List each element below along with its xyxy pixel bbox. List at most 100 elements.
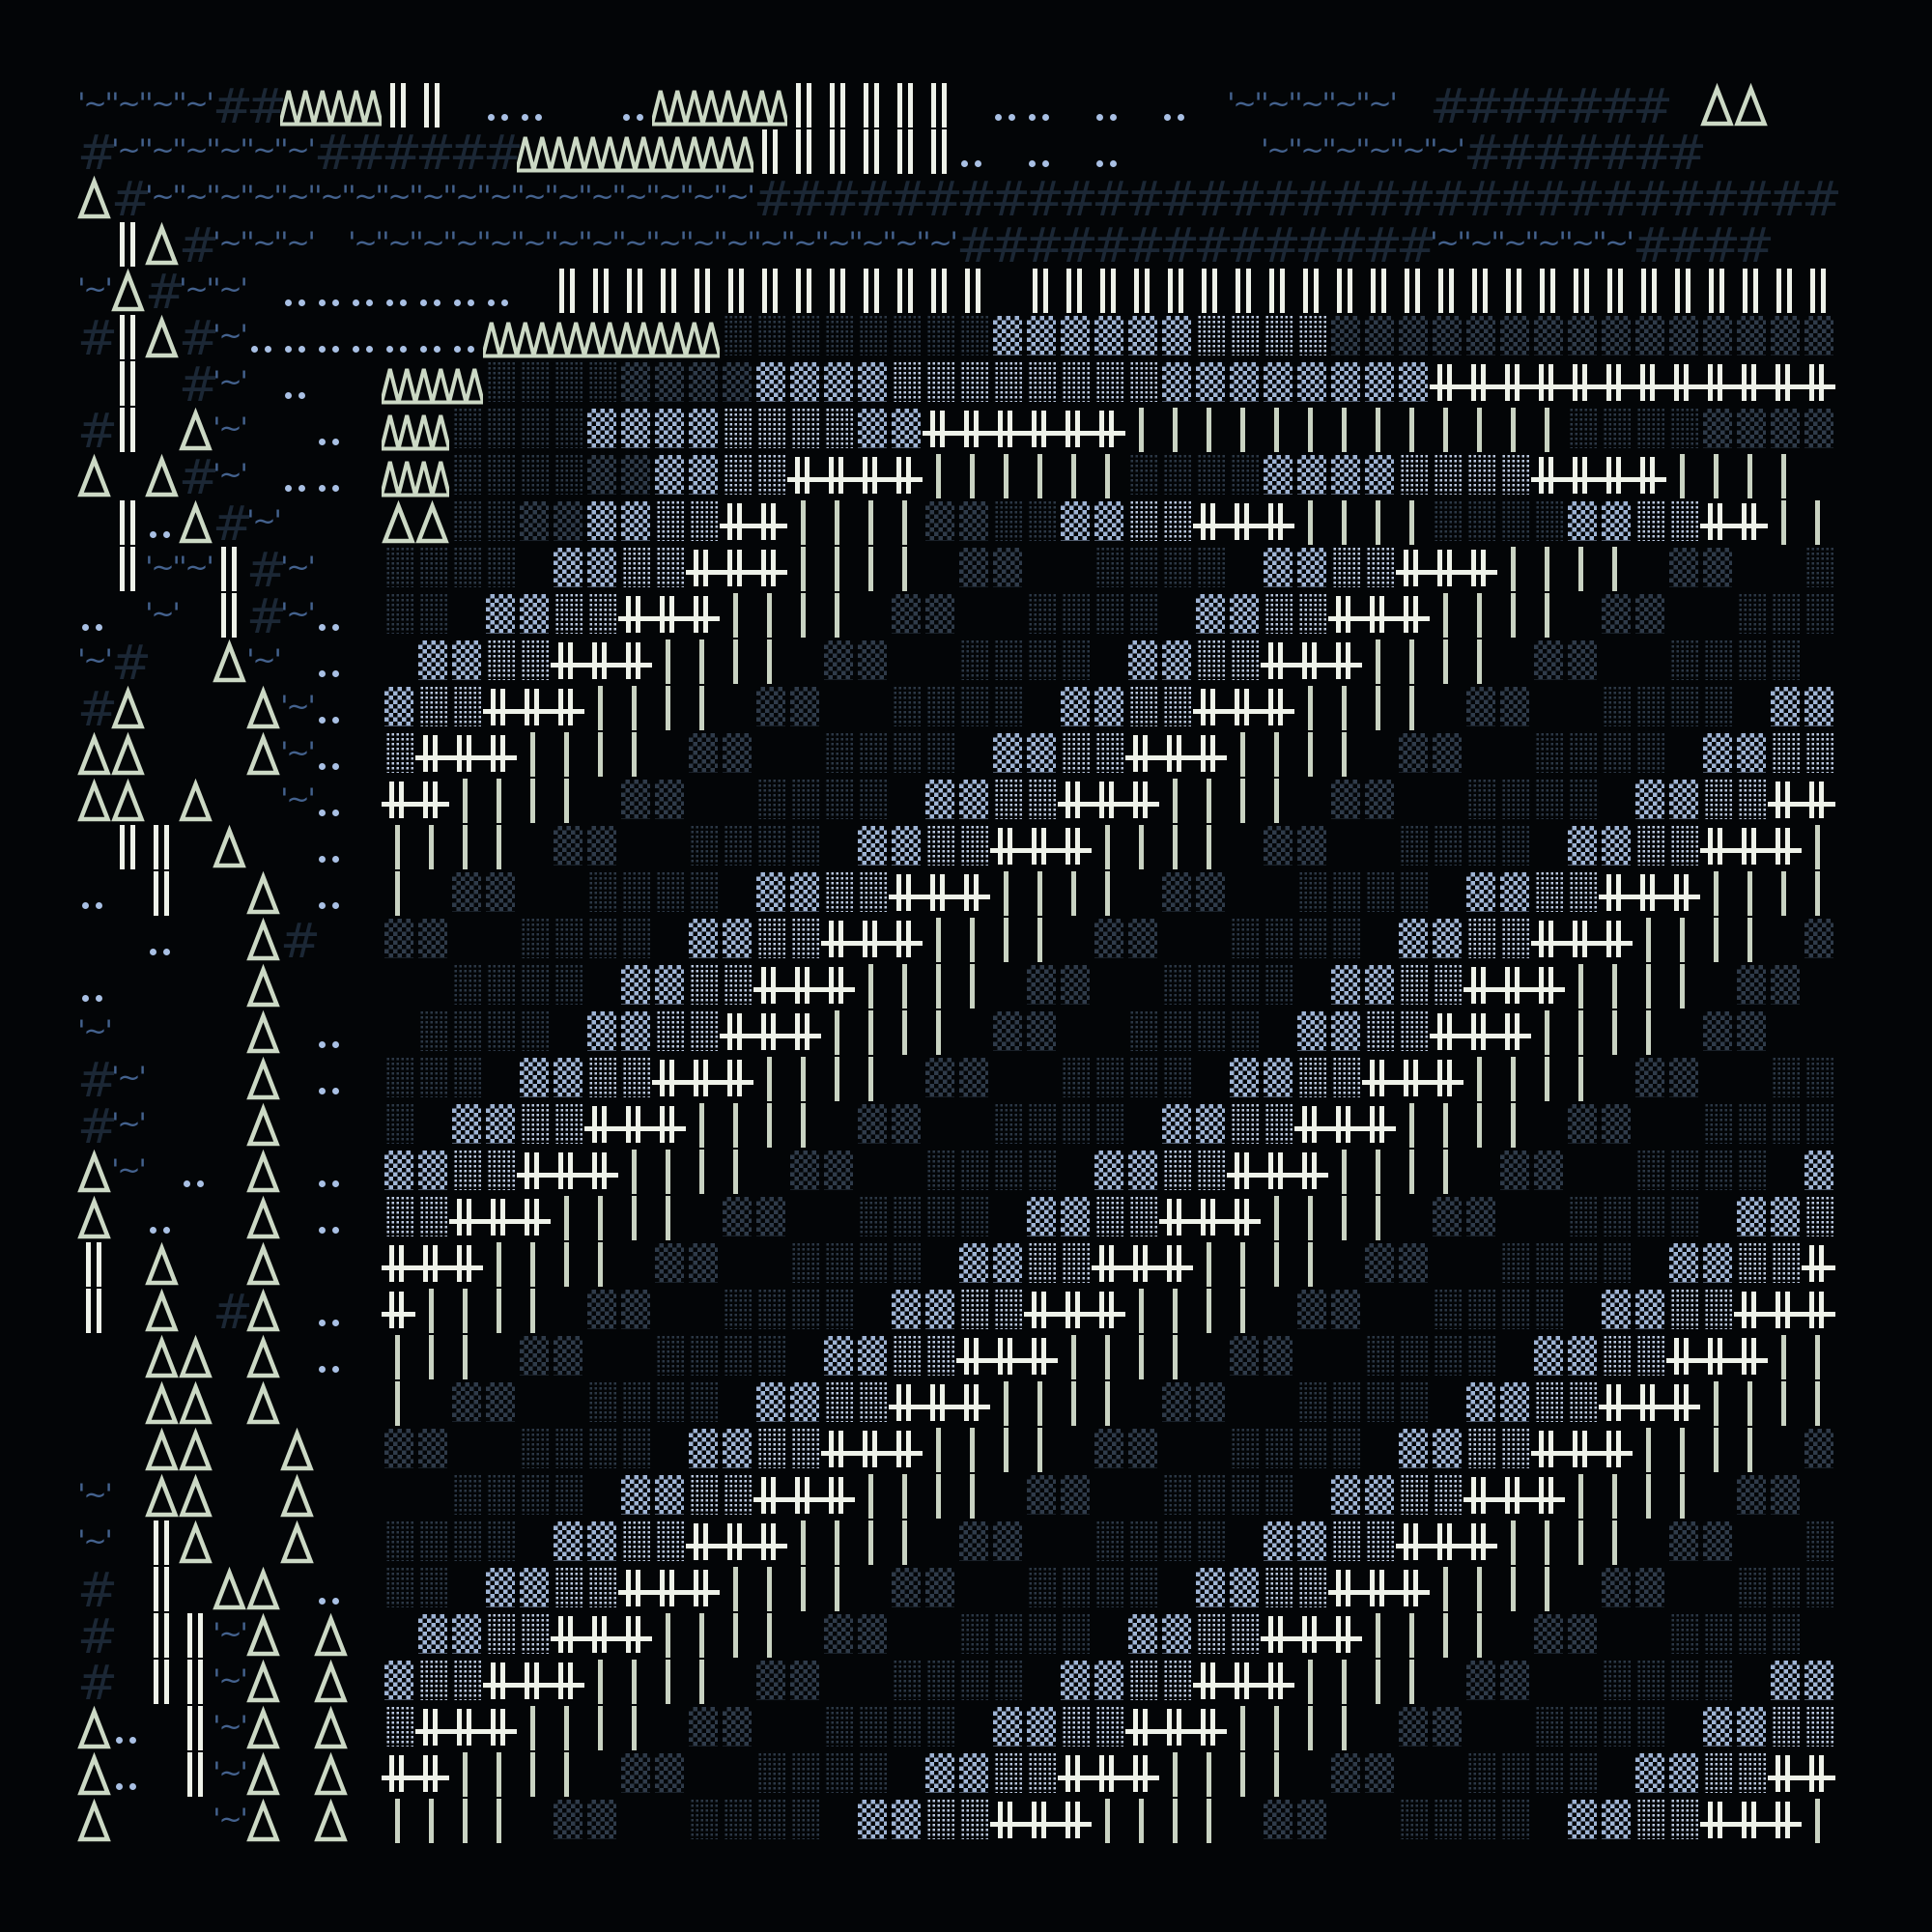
stipple-dark-sparse-glyph <box>1802 1427 1835 1473</box>
single-bar-glyph <box>990 870 1024 917</box>
stipple-light-sparse-glyph <box>1227 1566 1261 1612</box>
stipple-dark-dense-glyph <box>956 685 990 731</box>
wave-glyph: '~' <box>111 1153 146 1186</box>
stipple-dark-sparse-glyph <box>1768 407 1802 453</box>
stipple-dark-dense-glyph <box>618 1427 652 1473</box>
triangle-icon <box>179 1380 213 1425</box>
single-bar-glyph <box>517 1705 551 1751</box>
stipple-dark-sparse-glyph <box>956 1056 990 1102</box>
stipple-dark-dense-glyph <box>1531 1288 1565 1334</box>
double-cross-glyph <box>483 1705 517 1751</box>
double-cross-glyph <box>584 1102 618 1149</box>
stipple-dark-sparse-glyph <box>1125 1427 1159 1473</box>
triangle-glyph <box>246 1149 280 1195</box>
wave-glyph: '~' <box>246 180 281 213</box>
hash-glyph: # <box>1497 171 1538 227</box>
stipple-dark-dense-glyph <box>584 917 618 963</box>
stipple-light-dense-glyph <box>1734 778 1768 824</box>
stipple-dark-dense-glyph <box>923 1659 956 1705</box>
stipple-dark-dense-glyph <box>551 1427 584 1473</box>
stipple-dark-dense-glyph <box>1666 685 1700 731</box>
stipple-dark-dense-glyph <box>483 1473 517 1520</box>
stipple-dark-dense-glyph <box>584 360 618 407</box>
dot-pair-glyph <box>145 917 179 963</box>
single-bar-glyph <box>1666 453 1700 499</box>
single-bar-glyph <box>382 1798 415 1844</box>
double-cross-glyph <box>1396 1566 1430 1612</box>
wave-glyph: '~' <box>111 133 146 166</box>
triangle-icon <box>145 453 179 497</box>
triangle-icon <box>246 1102 280 1147</box>
double-cross-glyph <box>483 1195 517 1241</box>
single-bar-glyph <box>720 1566 753 1612</box>
single-bar-glyph <box>652 639 686 685</box>
triangle-glyph <box>77 1798 111 1844</box>
dot-pair-glyph <box>314 731 348 778</box>
stipple-light-sparse-glyph <box>1565 1798 1599 1844</box>
stipple-light-dense-glyph <box>787 917 821 963</box>
double-bar-glyph <box>1362 268 1396 314</box>
stipple-dark-dense-glyph <box>1362 1334 1396 1380</box>
mountain-ridge-icon <box>449 368 483 405</box>
stipple-dark-dense-glyph <box>1227 1009 1261 1056</box>
stipple-light-sparse-glyph <box>686 453 720 499</box>
stipple-dark-dense-glyph <box>1531 1705 1565 1751</box>
hash-glyph: # <box>1125 217 1166 273</box>
single-bar-glyph <box>1531 546 1565 592</box>
single-bar-glyph <box>551 1705 584 1751</box>
stipple-light-dense-glyph <box>753 917 787 963</box>
stipple-light-dense-glyph <box>1024 1241 1058 1288</box>
stipple-dark-dense-glyph <box>889 731 923 778</box>
wave-glyph: '~' <box>517 180 552 213</box>
single-bar-glyph <box>1362 1659 1396 1705</box>
triangle-icon <box>314 1705 348 1749</box>
single-bar-glyph <box>1092 1380 1125 1427</box>
stipple-dark-dense-glyph <box>1700 1659 1734 1705</box>
stipple-dark-sparse-glyph <box>720 360 753 407</box>
hash-glyph: # <box>1430 78 1470 134</box>
stipple-light-dense-glyph <box>1024 360 1058 407</box>
triangle-icon <box>280 1427 314 1471</box>
stipple-light-sparse-glyph <box>382 1149 415 1195</box>
stipple-light-sparse-glyph <box>652 1473 686 1520</box>
stipple-dark-dense-glyph <box>1430 824 1463 870</box>
triangle-icon <box>179 499 213 544</box>
dot-pair-glyph <box>348 314 382 360</box>
double-cross-glyph <box>1734 1798 1768 1844</box>
hash-glyph: # <box>1700 217 1741 273</box>
stipple-dark-sparse-glyph <box>1497 314 1531 360</box>
triangle-glyph <box>246 1659 280 1705</box>
stipple-dark-dense-glyph <box>686 870 720 917</box>
stipple-dark-dense-glyph <box>1497 1241 1531 1288</box>
single-bar-glyph <box>1802 870 1835 917</box>
hash-glyph: # <box>1193 217 1234 273</box>
single-bar-glyph <box>1768 870 1802 917</box>
stipple-light-dense-glyph <box>1328 1520 1362 1566</box>
stipple-light-sparse-glyph <box>483 1102 517 1149</box>
double-cross-glyph <box>1261 1612 1294 1659</box>
hash-glyph: # <box>77 1608 118 1664</box>
double-bar-glyph <box>787 128 821 175</box>
single-bar-glyph <box>1565 1009 1599 1056</box>
stipple-dark-dense-glyph <box>618 1380 652 1427</box>
double-bar-glyph <box>179 1612 213 1659</box>
triangle-glyph <box>280 1473 314 1520</box>
double-cross-glyph <box>551 639 584 685</box>
triangle-glyph <box>213 639 246 685</box>
double-bar-glyph <box>1024 268 1058 314</box>
wave-glyph: '~' <box>77 1014 112 1047</box>
stipple-dark-dense-glyph <box>821 1288 855 1334</box>
triangle-icon <box>111 685 145 729</box>
double-cross-glyph <box>1024 824 1058 870</box>
stipple-light-sparse-glyph <box>889 824 923 870</box>
stipple-light-dense-glyph <box>1700 778 1734 824</box>
hash-glyph: # <box>1362 171 1403 227</box>
double-cross-glyph <box>889 1427 923 1473</box>
double-bar-glyph <box>1328 268 1362 314</box>
stipple-light-sparse-glyph <box>415 639 449 685</box>
stipple-dark-sparse-glyph <box>923 1056 956 1102</box>
stipple-light-sparse-glyph <box>1700 731 1734 778</box>
single-bar-glyph <box>1159 1334 1193 1380</box>
stipple-dark-dense-glyph <box>956 314 990 360</box>
stipple-dark-sparse-glyph <box>618 778 652 824</box>
